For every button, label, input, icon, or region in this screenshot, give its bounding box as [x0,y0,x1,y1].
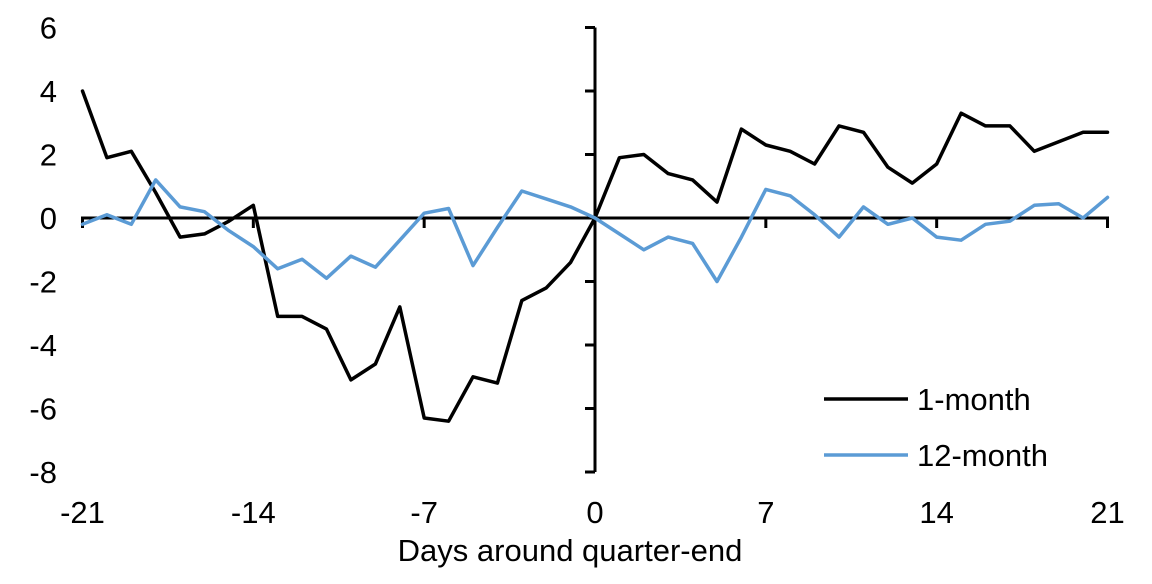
y-tick-label: 4 [40,74,57,109]
y-axis: 6 4 2 0 -2 -4 -6 -8 [29,10,597,490]
y-tick-label: 0 [40,201,57,236]
x-tick-label: 0 [586,495,603,530]
x-tick-label: -7 [410,495,438,530]
x-axis-title: Days around quarter-end [398,533,743,568]
x-axis: -21 -14 -7 0 7 14 21 [60,216,1125,530]
legend-label-12-month: 12-month [917,438,1048,473]
series-lines [80,89,1110,423]
series-line-12-month [80,178,1110,284]
x-tick-label: -21 [60,495,105,530]
legend-label-1-month: 1-month [917,382,1031,417]
legend: 1-month 12-month [824,382,1048,473]
x-tick-label: 14 [919,495,953,530]
y-tick-label: 2 [40,137,57,172]
y-tick-label: 6 [40,10,57,45]
y-tick-label: -6 [29,391,57,426]
x-tick-label: 21 [1090,495,1124,530]
y-tick-label: -8 [29,455,57,490]
y-tick-label: -4 [29,328,57,363]
y-tick-label: -2 [29,264,57,299]
x-tick-label: 7 [757,495,774,530]
x-tick-label: -14 [231,495,276,530]
